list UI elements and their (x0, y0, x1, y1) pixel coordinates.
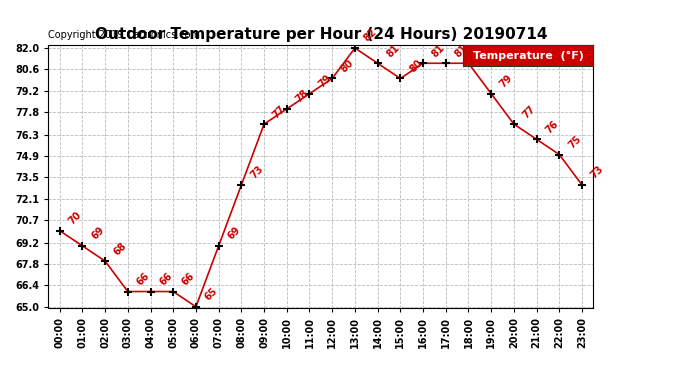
Text: 79: 79 (498, 73, 515, 90)
Text: 73: 73 (248, 164, 265, 181)
Text: 81: 81 (430, 42, 446, 59)
Text: 79: 79 (317, 73, 333, 90)
Text: 78: 78 (294, 88, 310, 105)
Text: 77: 77 (271, 104, 288, 120)
Text: 80: 80 (339, 58, 356, 74)
Text: 70: 70 (67, 210, 83, 226)
Text: 81: 81 (475, 42, 492, 59)
Text: 75: 75 (566, 134, 583, 150)
Text: Copyright 2019 Cartronics.com: Copyright 2019 Cartronics.com (48, 30, 200, 40)
Text: 68: 68 (112, 240, 129, 257)
Text: 76: 76 (544, 118, 560, 135)
Text: 80: 80 (407, 58, 424, 74)
Text: 81: 81 (384, 42, 402, 59)
Text: 65: 65 (203, 286, 219, 303)
Text: 69: 69 (89, 225, 106, 242)
Text: 66: 66 (180, 271, 197, 287)
Text: 66: 66 (157, 271, 174, 287)
Text: 81: 81 (453, 42, 469, 59)
Text: 77: 77 (521, 104, 538, 120)
Text: 73: 73 (589, 164, 606, 181)
Text: 66: 66 (135, 271, 151, 287)
Text: 69: 69 (226, 225, 242, 242)
Title: Outdoor Temperature per Hour (24 Hours) 20190714: Outdoor Temperature per Hour (24 Hours) … (95, 27, 547, 42)
Text: 82: 82 (362, 27, 379, 44)
